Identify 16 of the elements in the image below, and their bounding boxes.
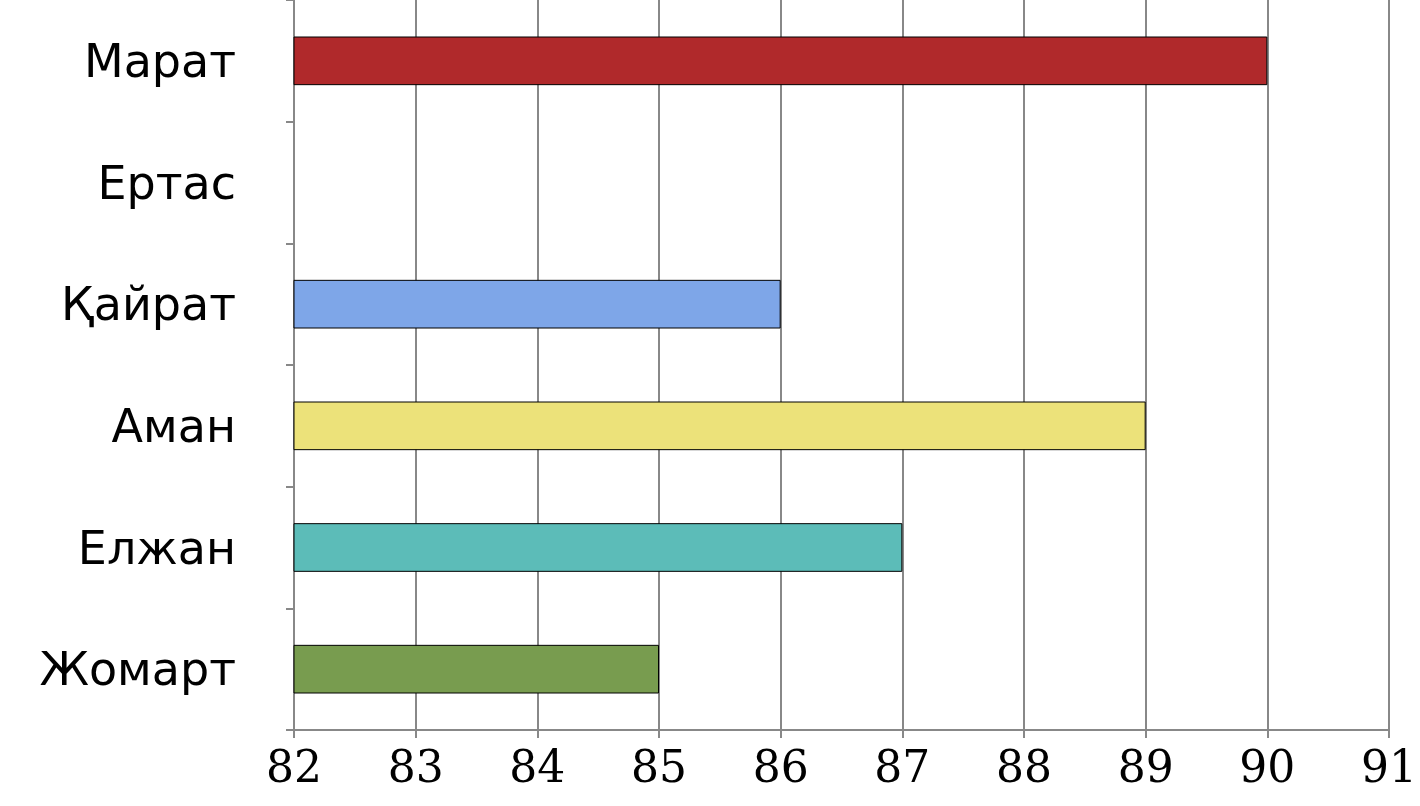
y-tick-label: Марат	[83, 33, 236, 88]
x-tick-label: 91	[1361, 740, 1418, 792]
x-tick-label: 90	[1239, 740, 1296, 792]
x-tick-label: 82	[266, 740, 322, 792]
y-tick-label: Жомарт	[39, 642, 236, 697]
x-tick-label: 84	[509, 740, 566, 792]
x-tick-label: 83	[387, 740, 444, 792]
x-tick-label: 86	[752, 740, 809, 792]
y-tick-label: Аман	[111, 398, 236, 453]
x-tick-label: 87	[874, 740, 931, 792]
y-tick-label: Елжан	[77, 520, 236, 575]
y-tick-label: Ертас	[97, 155, 236, 210]
x-tick-label: 88	[996, 740, 1052, 792]
y-tick-label: Қайрат	[61, 277, 236, 332]
x-tick-label: 85	[631, 740, 687, 792]
x-tick-label: 89	[1117, 740, 1174, 792]
